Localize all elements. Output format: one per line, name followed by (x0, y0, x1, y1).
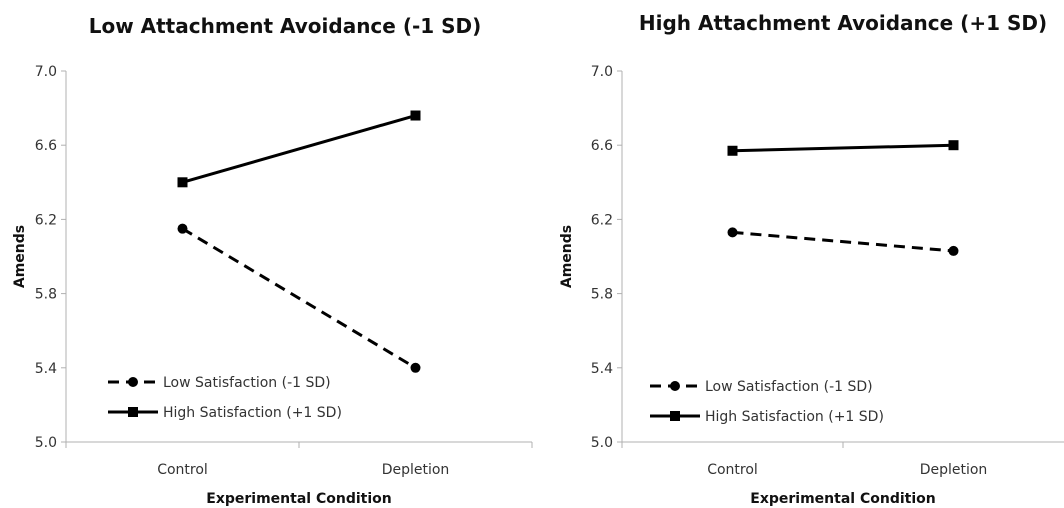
x-tick-label: Depletion (382, 462, 450, 478)
x-tick-label: Control (157, 462, 208, 478)
legend-label-high-satisfaction: High Satisfaction (+1 SD) (163, 405, 342, 421)
y-tick-label: 5.0 (35, 435, 57, 451)
y-tick-label: 6.6 (35, 138, 57, 154)
series-line-high-satisfaction (182, 114, 416, 184)
chart-panel-low-avoidance: Low Attachment Avoidance (-1 SD) 5.0 5.4 5.… (12, 14, 533, 507)
x-tick-label: Control (707, 462, 758, 478)
chart-title: High Attachment Avoidance (+1 SD) (639, 11, 1047, 35)
data-point-low-satisfaction (410, 362, 421, 373)
data-point-high-satisfaction (410, 110, 421, 121)
y-tick-label: 7.0 (35, 64, 57, 80)
chart-panel-high-avoidance: High Attachment Avoidance (+1 SD) 5.0 5.4 5… (559, 11, 1064, 507)
y-axis-title: Amends (12, 225, 28, 288)
x-tick-label: Depletion (920, 462, 988, 478)
y-tick-label: 5.4 (591, 361, 613, 377)
chart-title: Low Attachment Avoidance (-1 SD) (89, 14, 482, 38)
legend-label-low-satisfaction: Low Satisfaction (-1 SD) (163, 375, 331, 391)
y-tick-label: 6.2 (591, 212, 613, 228)
y-tick-label: 5.8 (591, 287, 613, 303)
data-point-high-satisfaction (177, 177, 188, 188)
data-point-high-satisfaction (727, 145, 738, 156)
y-axis-title: Amends (559, 225, 575, 288)
y-tick-label: 5.8 (35, 287, 57, 303)
legend-label-low-satisfaction: Low Satisfaction (-1 SD) (705, 379, 873, 395)
legend-marker-low-satisfaction (128, 377, 138, 387)
data-point-low-satisfaction (948, 245, 959, 256)
y-tick-label: 5.0 (591, 435, 613, 451)
data-point-low-satisfaction (727, 227, 738, 238)
y-tick-label: 7.0 (591, 64, 613, 80)
legend-marker-low-satisfaction (670, 381, 680, 391)
x-axis-title: Experimental Condition (206, 491, 391, 507)
series-line-low-satisfaction (181, 227, 417, 370)
series-line-low-satisfaction (732, 230, 954, 253)
y-tick-label: 6.6 (591, 138, 613, 154)
y-tick-label: 5.4 (35, 361, 57, 377)
legend-label-high-satisfaction: High Satisfaction (+1 SD) (705, 409, 884, 425)
data-point-low-satisfaction (177, 223, 188, 234)
y-tick-label: 6.2 (35, 212, 57, 228)
x-axis-title: Experimental Condition (750, 491, 935, 507)
legend-marker-high-satisfaction (128, 407, 138, 417)
series-line-high-satisfaction (732, 143, 954, 153)
legend-marker-high-satisfaction (670, 411, 680, 421)
data-point-high-satisfaction (948, 140, 959, 151)
